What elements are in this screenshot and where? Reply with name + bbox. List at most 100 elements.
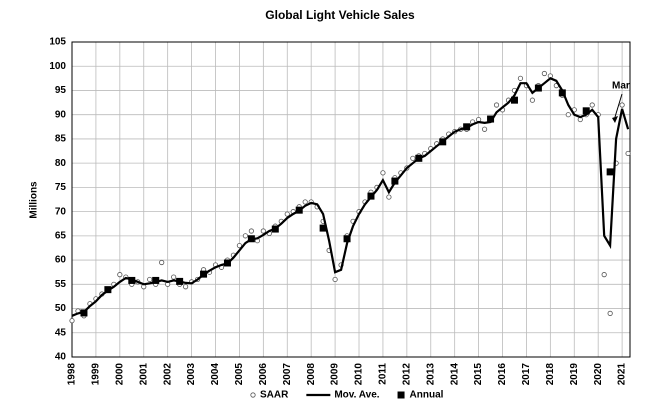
annotation-arrowhead <box>612 116 618 123</box>
circle-marker <box>601 272 607 278</box>
x-tick-label: 2007 <box>282 363 293 386</box>
circle-marker <box>183 284 189 290</box>
square-marker <box>391 177 399 185</box>
legend-swatch <box>397 391 405 399</box>
circle-marker <box>589 102 595 108</box>
y-tick-label: 80 <box>55 158 67 169</box>
circle-marker <box>236 242 243 249</box>
square-marker <box>367 192 375 200</box>
circle-marker <box>386 194 392 200</box>
x-tick-label: 2020 <box>593 363 604 386</box>
square-marker <box>534 84 542 92</box>
square-marker <box>295 206 303 214</box>
y-tick-label: 45 <box>55 327 67 338</box>
circle-marker <box>248 228 254 234</box>
x-tick-label: 2019 <box>569 363 580 386</box>
x-tick-label: 2016 <box>497 363 508 386</box>
circle-marker <box>302 199 308 205</box>
circle-marker <box>284 211 290 217</box>
square-marker <box>487 115 495 123</box>
circle-marker <box>529 97 536 103</box>
circle-marker <box>147 276 153 283</box>
square-marker <box>128 276 136 284</box>
square-marker <box>439 138 447 146</box>
legend-label: Mov. Ave. <box>334 390 379 401</box>
legend: SAAR Mov. Ave. Annual <box>250 390 444 401</box>
square-marker <box>223 259 231 267</box>
square-marker <box>152 276 160 284</box>
square-marker <box>319 224 327 232</box>
legend-label: SAAR <box>260 390 289 401</box>
circle-marker <box>117 272 123 278</box>
x-tick-label: 2006 <box>258 363 269 386</box>
x-tick-label: 2009 <box>330 363 341 386</box>
square-marker <box>343 235 351 243</box>
y-axis-label: Millions <box>29 181 40 219</box>
square-marker <box>558 89 566 97</box>
y-tick-label: 75 <box>55 182 67 193</box>
x-tick-label: 2011 <box>378 363 389 385</box>
legend-swatch <box>250 392 256 398</box>
circle-marker <box>332 276 338 283</box>
annotation-arrow <box>614 93 623 118</box>
y-tick-label: 55 <box>55 279 67 290</box>
x-tick-label: 2005 <box>234 363 245 386</box>
circle-marker <box>517 75 524 81</box>
square-marker <box>200 270 208 278</box>
circle-marker <box>565 112 571 118</box>
y-tick-label: 70 <box>55 206 67 217</box>
circle-marker <box>619 102 625 108</box>
circle-marker <box>625 150 631 157</box>
y-tick-label: 90 <box>55 109 67 120</box>
square-marker <box>606 168 614 176</box>
x-tick-label: 1999 <box>91 363 102 386</box>
x-tick-label: 2013 <box>425 363 436 386</box>
circle-marker <box>410 155 416 161</box>
y-tick-label: 50 <box>55 303 67 314</box>
x-tick-label: 2010 <box>354 363 365 386</box>
square-marker <box>80 309 88 317</box>
x-tick-label: 2012 <box>401 363 412 386</box>
y-tick-label: 105 <box>49 37 66 48</box>
x-tick-label: 2004 <box>210 363 221 386</box>
square-marker <box>247 235 255 243</box>
circle-marker <box>242 233 249 239</box>
y-tick-label: 100 <box>49 61 66 72</box>
x-tick-label: 2014 <box>449 363 460 386</box>
x-tick-label: 2003 <box>186 363 197 386</box>
x-tick-label: 2015 <box>473 363 484 386</box>
circle-marker <box>380 170 386 176</box>
x-tick-label: 1998 <box>67 363 78 386</box>
x-tick-label: 2008 <box>306 363 317 386</box>
square-marker <box>510 96 518 104</box>
circle-marker <box>159 259 165 266</box>
circle-marker <box>541 70 547 77</box>
circle-marker <box>493 102 500 108</box>
y-tick-label: 60 <box>55 255 67 266</box>
circle-marker <box>607 310 613 316</box>
x-tick-label: 2017 <box>521 363 532 386</box>
square-marker <box>463 123 471 131</box>
x-tick-label: 2002 <box>162 363 173 386</box>
x-tick-label: 2021 <box>617 363 628 386</box>
square-marker <box>271 225 279 233</box>
chart-title: Global Light Vehicle Sales <box>265 8 415 22</box>
square-marker <box>176 277 184 285</box>
square-marker <box>104 286 112 294</box>
plot-frame <box>71 41 631 358</box>
circle-marker <box>171 274 177 280</box>
legend-label: Annual <box>410 390 444 401</box>
circle-marker <box>260 228 266 234</box>
x-tick-label: 2018 <box>545 363 556 386</box>
circle-marker <box>481 126 488 132</box>
x-tick-label: 2000 <box>114 363 125 386</box>
y-tick-label: 95 <box>55 85 67 96</box>
annotation: Mar <box>612 81 630 92</box>
y-tick-label: 85 <box>55 134 67 145</box>
circle-marker <box>69 318 75 324</box>
x-tick-label: 2001 <box>138 363 149 386</box>
square-marker <box>582 107 590 115</box>
y-tick-label: 40 <box>55 352 67 363</box>
